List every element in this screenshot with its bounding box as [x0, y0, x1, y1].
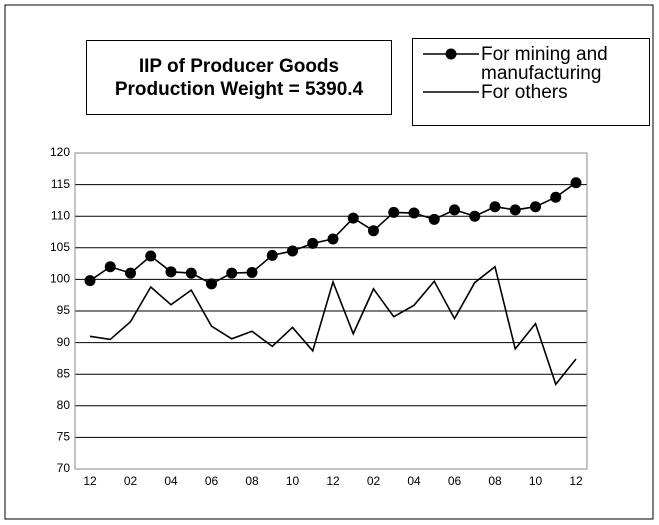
data-point: [226, 267, 238, 279]
chart-title: IIP of Producer Goods: [138, 55, 340, 77]
legend-swatch: [423, 48, 479, 60]
y-tick-label: 120: [50, 145, 70, 159]
data-point: [368, 225, 379, 237]
data-point: [449, 204, 460, 216]
x-tick-label: 10: [529, 474, 543, 488]
data-point: [469, 210, 481, 222]
y-tick-label: 95: [57, 303, 71, 317]
y-tick-label: 105: [50, 240, 70, 254]
data-point: [246, 266, 258, 278]
y-tick-label: 100: [50, 272, 70, 286]
data-point: [307, 237, 319, 249]
legend-item: For others: [419, 83, 649, 103]
data-point: [104, 261, 116, 273]
data-point: [145, 250, 157, 262]
x-tick-label: 10: [286, 474, 300, 488]
y-tick-label: 90: [57, 335, 71, 349]
x-tick-label: 02: [124, 474, 138, 488]
x-tick-label: 12: [83, 474, 97, 488]
data-point: [428, 213, 440, 225]
title-box: IIP of Producer Goods Production Weight =…: [86, 40, 392, 115]
chart-title: Production Weight = 5390.4: [114, 78, 364, 100]
y-tick-label: 75: [57, 430, 71, 444]
legend: For mining and manufacturing For others: [412, 38, 650, 126]
y-tick-label: 70: [57, 461, 71, 475]
data-point: [408, 207, 420, 219]
x-tick-label: 08: [488, 474, 502, 488]
data-point: [165, 266, 177, 278]
data-point: [206, 278, 217, 290]
x-tick-label: 04: [407, 474, 421, 488]
series-line: [89, 182, 577, 285]
data-point: [550, 191, 562, 203]
data-point: [489, 201, 501, 213]
x-tick-label: 06: [448, 474, 462, 488]
data-point: [327, 233, 339, 245]
data-point: [347, 212, 359, 224]
series-line: [89, 265, 577, 386]
x-tick-label: 12: [326, 474, 340, 488]
data-point: [84, 275, 96, 287]
legend-label: For others: [481, 82, 568, 103]
chart-border: [4, 4, 654, 520]
data-point: [185, 267, 197, 279]
legend-swatch: [423, 91, 479, 93]
x-tick-label: 04: [164, 474, 178, 488]
y-tick-label: 115: [51, 177, 70, 191]
legend-marker: [445, 48, 457, 60]
plot-border: [74, 152, 588, 470]
data-point: [509, 204, 521, 216]
legend-item: For mining and manufacturing: [419, 45, 649, 83]
data-point: [388, 206, 400, 218]
x-tick-label: 02: [367, 474, 381, 488]
legend-label: For mining and manufacturing: [481, 44, 608, 84]
data-point: [530, 201, 541, 213]
x-tick-label: 12: [569, 474, 583, 488]
x-tick-label: 06: [205, 474, 219, 488]
y-tick-label: 110: [51, 208, 70, 222]
y-tick-label: 80: [57, 398, 71, 412]
data-point: [570, 177, 582, 189]
data-point: [266, 249, 278, 261]
x-tick-label: 08: [245, 474, 259, 488]
data-point: [125, 267, 136, 279]
data-point: [287, 245, 298, 257]
y-tick-label: 85: [57, 366, 71, 380]
